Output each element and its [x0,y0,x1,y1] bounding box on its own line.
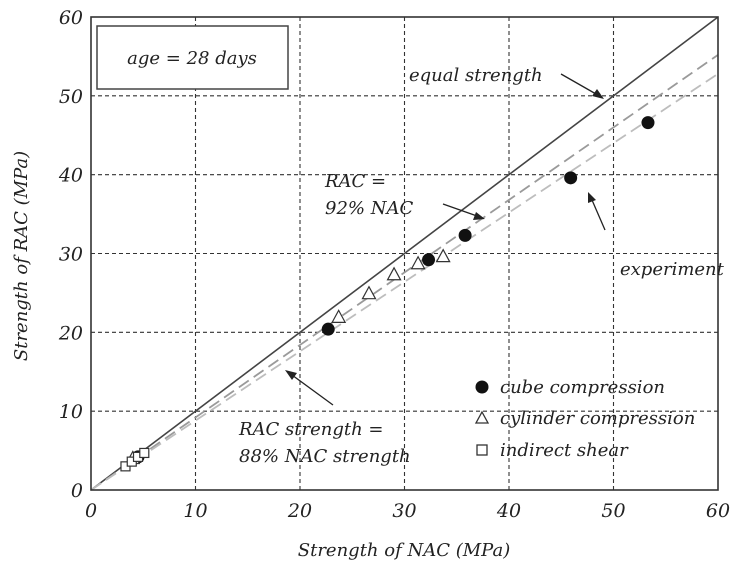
reference-line-0 [90,16,719,491]
legend-cylinder-compression-label: cylinder compression [500,408,695,429]
legend: cube compression cylinder compression in… [474,377,695,461]
y-tick-50: 50 [59,86,83,108]
legend-indirect-shear-marker [476,444,488,456]
age-box: age = 28 days [96,25,289,90]
y-tick-10: 10 [59,401,83,423]
legend-cube-compression-label: cube compression [500,377,665,398]
rac92-label-line1: RAC = [324,171,386,192]
x-tick-20: 20 [287,500,312,522]
rac88-arrow-shaft [291,374,334,406]
rac88-label-line2: 88% NAC strength [239,446,411,467]
legend-indirect-shear-label: indirect shear [500,440,629,461]
data-points [120,116,655,472]
y-tick-20: 20 [58,322,83,344]
annotations: equal strength RAC = 92% NAC experiment … [238,65,725,467]
point-open-triangle-1-2 [361,285,377,300]
legend-cube-compression-marker [475,380,489,394]
x-tick-50: 50 [601,500,625,522]
y-tick-30: 30 [59,244,83,266]
plot-frame [90,16,719,491]
y-tick-40: 40 [58,165,83,187]
y-axis-title: Strength of RAC (MPa) [11,151,32,361]
point-open-triangle-1-5 [435,248,451,263]
experiment-label: experiment [620,259,725,280]
reference-lines [90,16,719,491]
x-axis-title: Strength of NAC (MPa) [298,540,510,561]
rac88-arrow-head [285,370,297,380]
legend-cylinder-compression-marker [474,410,490,424]
y-tick-60: 60 [59,7,83,29]
point-filled-circle-0-5 [641,116,655,130]
point-filled-circle-0-2 [422,253,436,267]
point-filled-circle-0-1 [321,322,335,336]
tick-labels: 0 10 20 30 40 50 60 0 10 20 30 40 50 60 [58,7,730,522]
x-tick-60: 60 [706,500,730,522]
age-label: age = 28 days [127,48,257,69]
reference-line-1 [90,54,719,491]
point-open-triangle-1-3 [386,266,402,281]
point-open-triangle-1-1 [331,309,347,323]
rac88-label-line1: RAC strength = [238,419,384,440]
rac92-label-line2: 92% NAC [325,198,413,219]
experiment-arrow-shaft [591,199,606,231]
x-tick-0: 0 [85,500,97,522]
x-tick-10: 10 [183,500,207,522]
age-box-frame [96,25,289,90]
y-tick-0: 0 [71,480,83,502]
rac92-arrow-head [473,212,485,220]
point-open-square-2-3 [139,447,150,459]
point-open-triangle-1-4 [410,255,426,270]
rac92-arrow-shaft [442,203,478,217]
equal-strength-arrow-shaft [560,73,597,95]
equal-strength-label: equal strength [409,65,543,86]
point-filled-circle-0-3 [458,228,472,242]
experiment-arrow-head [588,192,596,203]
point-filled-circle-0-4 [564,171,578,185]
equal-strength-arrow-head [592,89,604,99]
x-tick-30: 30 [392,500,416,522]
x-tick-40: 40 [496,500,521,522]
